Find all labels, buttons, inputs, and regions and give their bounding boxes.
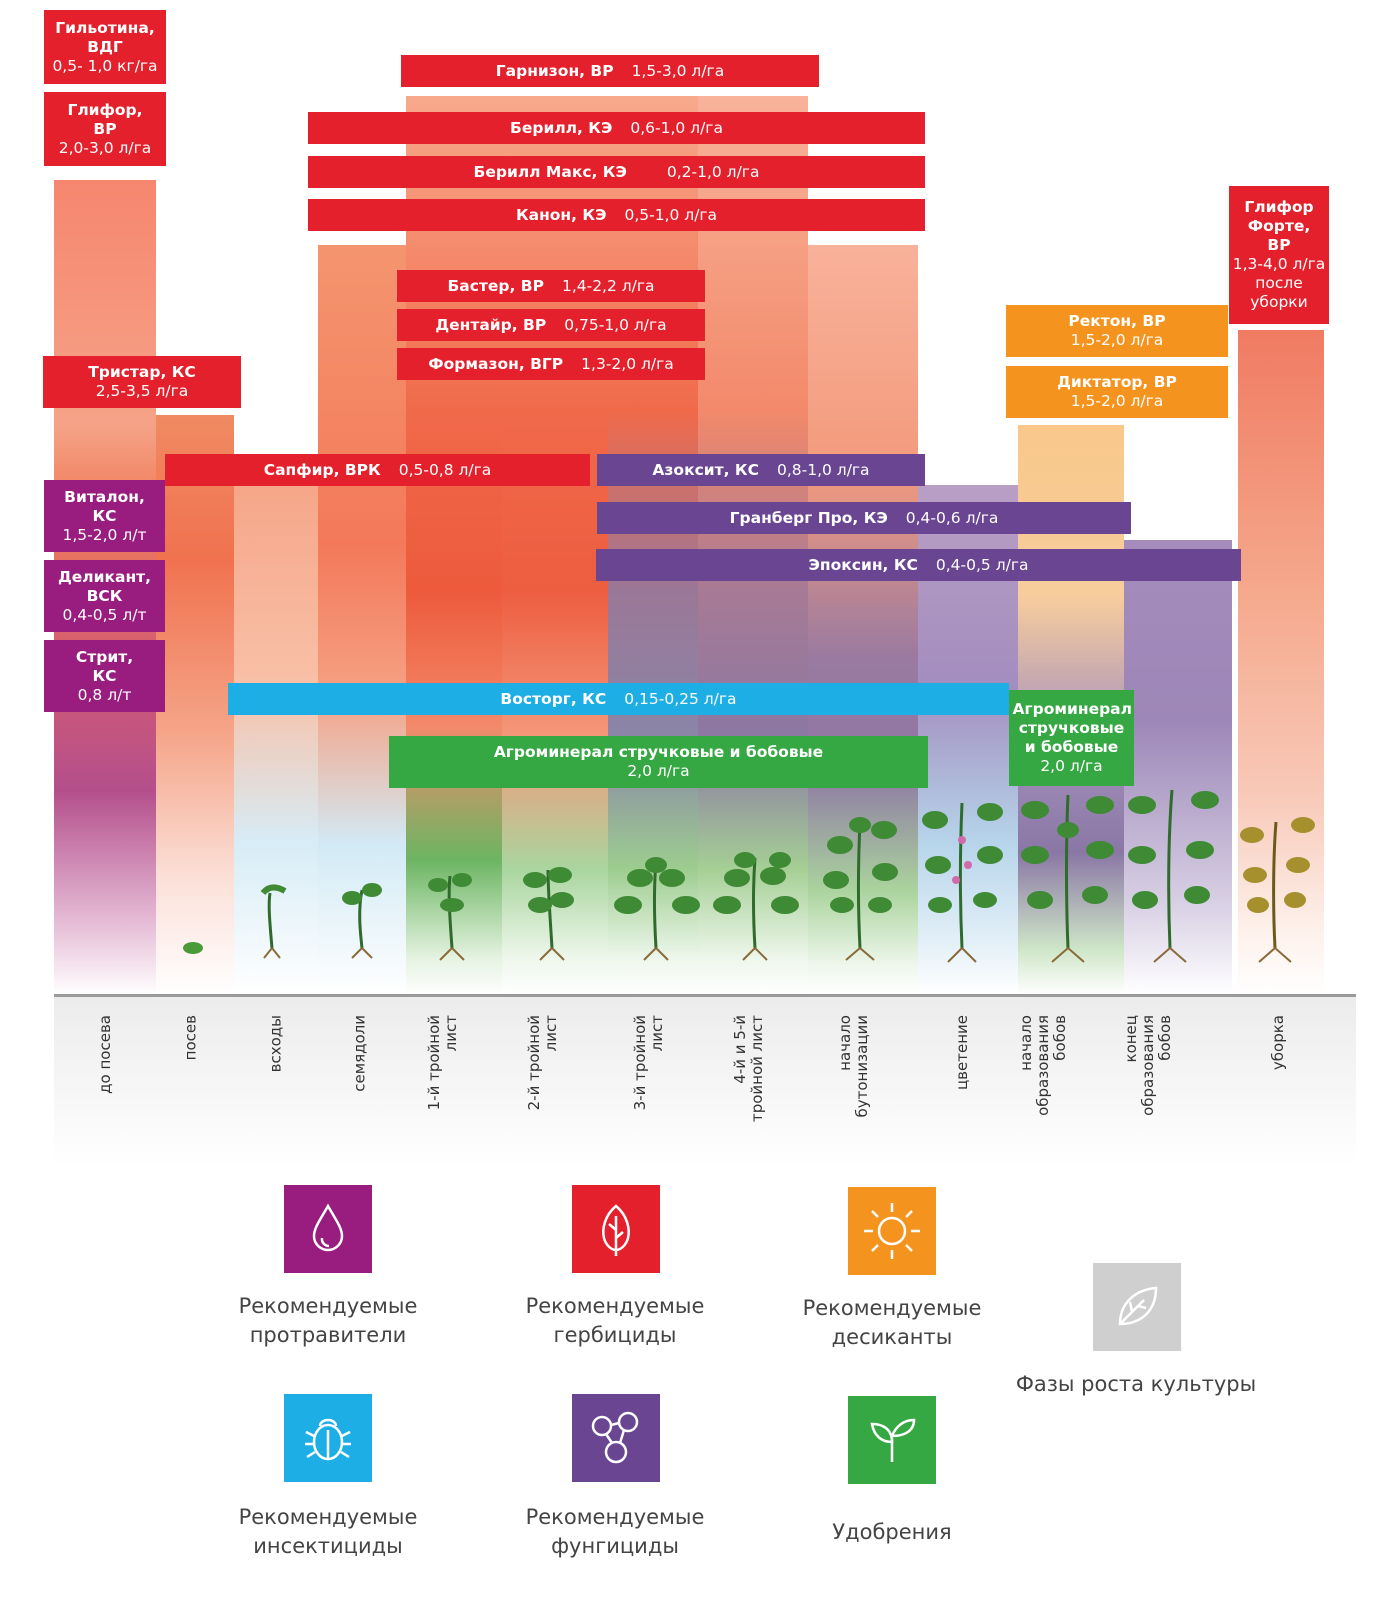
column-bg bbox=[1238, 330, 1324, 995]
stage-label: 3-й тройной лист bbox=[631, 1015, 666, 1111]
product-epoksin: Эпоксин, КС 0,4-0,5 л/га bbox=[596, 549, 1241, 581]
seed-icon bbox=[183, 942, 203, 954]
stage-label: начало образования бобов bbox=[1017, 1015, 1069, 1116]
stage-label: до посева bbox=[96, 1015, 114, 1094]
column-bg bbox=[318, 245, 406, 995]
product-diktator: Диктатор, ВР 1,5-2,0 л/га bbox=[1006, 366, 1228, 418]
stage-label: всходы bbox=[266, 1015, 284, 1073]
product-vostorg: Восторг, КС 0,15-0,25 л/га bbox=[228, 683, 1009, 715]
product-glifor-forte: Глифор Форте, ВР 1,3-4,0 л/га после убор… bbox=[1229, 186, 1329, 324]
column-bg bbox=[234, 485, 318, 995]
product-agromineral: Агроминерал стручковые и бобовые 2,0 л/г… bbox=[389, 736, 928, 788]
plant-pod-formation-end-icon bbox=[1128, 789, 1219, 949]
molecule-icon bbox=[591, 1411, 639, 1464]
legend-label: Рекомендуемые десиканты bbox=[802, 1296, 982, 1349]
stage-label: 4-й и 5-й тройной лист bbox=[731, 1015, 766, 1123]
plant-flowering-icon bbox=[922, 802, 1003, 949]
legend-label: Фазы роста культуры bbox=[1015, 1372, 1257, 1396]
column-bg bbox=[698, 96, 808, 995]
axis-background bbox=[54, 997, 1356, 1167]
plant-first-trifoliate-icon bbox=[428, 873, 472, 949]
legend-insecticides bbox=[284, 1394, 372, 1482]
plant-budding-icon bbox=[823, 817, 898, 949]
product-baster: Бастер, ВР 1,4-2,2 л/га bbox=[397, 270, 705, 302]
product-berill-max: Берилл Макс, КЭ 0,2-1,0 л/га bbox=[308, 156, 925, 188]
sprout-icon bbox=[870, 1418, 916, 1462]
legend-label: Рекомендуемые протравители bbox=[238, 1294, 418, 1347]
plant-emergence-icon bbox=[260, 884, 287, 949]
legend-growth-phases bbox=[1093, 1263, 1181, 1351]
product-agromineral-late: Агроминерал стручковые и бобовые 2,0 л/г… bbox=[1009, 690, 1134, 786]
legend-label: Удобрения bbox=[832, 1520, 952, 1544]
leaf-icon bbox=[602, 1204, 630, 1256]
column-bg bbox=[406, 96, 502, 995]
product-tristar: Тристар, КС 2,5-3,5 л/га bbox=[43, 356, 241, 408]
stage-label: семядоли bbox=[351, 1015, 369, 1092]
plant-harvest-icon bbox=[1240, 817, 1315, 949]
product-sapfir: Сапфир, ВРК 0,5-0,8 л/га bbox=[165, 454, 590, 486]
column-bg bbox=[808, 245, 918, 995]
product-rekton: Ректон, ВР 1,5-2,0 л/га bbox=[1006, 305, 1228, 357]
product-granberg: Гранберг Про, КЭ 0,4-0,6 л/га bbox=[597, 502, 1131, 534]
plant-illustrations bbox=[183, 789, 1315, 963]
legend-fertilizers bbox=[848, 1396, 936, 1484]
bug-icon bbox=[305, 1418, 351, 1461]
product-delikant: Деликант, ВСК 0,4-0,5 л/т bbox=[44, 560, 165, 632]
stage-label: 2-й тройной лист bbox=[525, 1015, 560, 1111]
stage-label: 1-й тройной лист bbox=[425, 1015, 460, 1111]
stage-label: цветение bbox=[953, 1015, 971, 1091]
timeline-axis bbox=[54, 994, 1356, 997]
plant-roots bbox=[263, 947, 1292, 963]
product-berill: Берилл, КЭ 0,6-1,0 л/га bbox=[308, 112, 925, 144]
stage-label: начало бутонизации bbox=[836, 1015, 871, 1118]
legend-label: Рекомендуемые гербициды bbox=[525, 1294, 705, 1347]
column-bg bbox=[502, 96, 608, 995]
column-bg bbox=[1124, 540, 1232, 995]
product-dentair: Дентайр, ВР 0,75-1,0 л/га bbox=[397, 309, 705, 341]
legend-seed-treatments bbox=[284, 1185, 372, 1273]
legend-desiccants bbox=[848, 1187, 936, 1275]
product-gilotina: Гильотина, ВДГ 0,5- 1,0 кг/га bbox=[44, 10, 166, 84]
stage-label: конец образования бобов bbox=[1122, 1015, 1174, 1116]
drop-icon bbox=[312, 1203, 344, 1252]
product-vitalon: Виталон, КС 1,5-2,0 л/т bbox=[44, 480, 165, 552]
legend-herbicides bbox=[572, 1185, 660, 1273]
legend-label: Рекомендуемые фунгициды bbox=[525, 1505, 705, 1558]
column-bg bbox=[156, 415, 234, 995]
legend-fungicides bbox=[572, 1394, 660, 1482]
product-garnizon: Гарнизон, ВР 1,5-3,0 л/га bbox=[401, 55, 819, 87]
plant-second-trifoliate-icon bbox=[523, 867, 574, 949]
product-strit: Стрит, КС 0,8 л/т bbox=[44, 640, 165, 712]
product-glifor: Глифор, ВР 2,0-3,0 л/га bbox=[44, 92, 166, 166]
product-azoksit: Азоксит, КС 0,8-1,0 л/га bbox=[597, 454, 925, 486]
product-formazon: Формазон, ВГР 1,3-2,0 л/га bbox=[397, 348, 705, 380]
stage-label: посев bbox=[181, 1015, 199, 1061]
plant-cotyledon-icon bbox=[342, 883, 382, 949]
plant-fourth-fifth-trifoliate-icon bbox=[713, 852, 799, 949]
sun-icon bbox=[864, 1203, 920, 1259]
legend-label: Рекомендуемые инсектициды bbox=[238, 1505, 418, 1558]
stage-label: уборка bbox=[1269, 1015, 1287, 1071]
column-bg bbox=[608, 96, 698, 995]
plant-pod-formation-start-icon bbox=[1021, 794, 1114, 949]
product-kanon: Канон, КЭ 0,5-1,0 л/га bbox=[308, 199, 925, 231]
plant-leaf-icon bbox=[1118, 1286, 1158, 1326]
plant-third-trifoliate-icon bbox=[614, 857, 700, 949]
